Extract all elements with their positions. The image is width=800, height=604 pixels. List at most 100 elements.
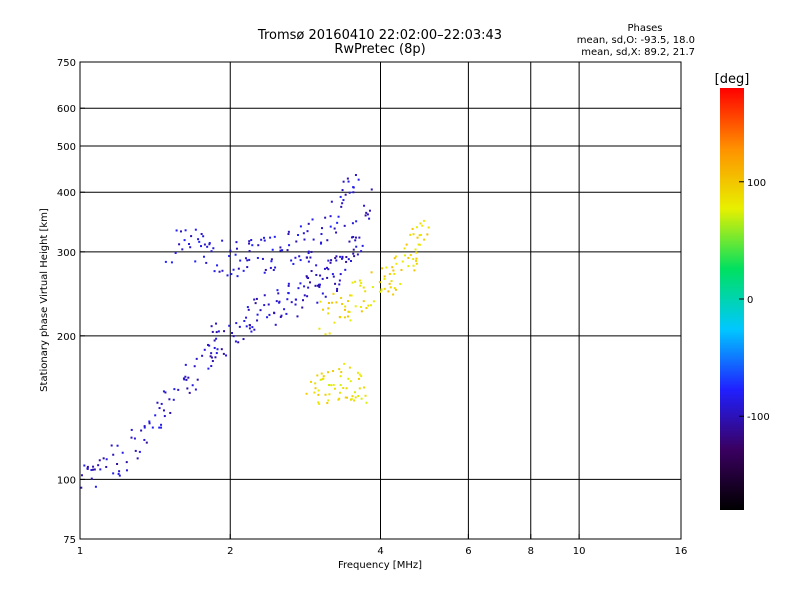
data-point-x-low: [322, 375, 325, 378]
data-point-x-trace: [381, 267, 384, 270]
data-point-o-layer-high: [261, 257, 264, 260]
data-point-o-trace: [345, 260, 348, 263]
data-point-o-layer-high: [329, 225, 332, 228]
data-point-o-trace: [336, 287, 339, 290]
data-point-o-trace: [193, 365, 196, 368]
data-point-o-trace: [158, 426, 161, 429]
data-point-x-low: [340, 371, 343, 374]
data-point-o-trace: [365, 211, 368, 214]
data-point-x-low: [349, 380, 352, 383]
data-point-o-trace: [358, 236, 361, 239]
data-point-o-layer-high: [246, 259, 249, 262]
data-point-x-low: [339, 384, 342, 387]
data-point-o-trace: [310, 270, 313, 273]
data-point-x-trace: [399, 282, 402, 285]
data-point-o-trace: [263, 304, 266, 307]
data-point-o-trace: [112, 453, 115, 456]
data-point-o-layer-high: [237, 267, 240, 270]
data-point-x-trace: [354, 280, 357, 283]
data-point-o-trace: [301, 299, 304, 302]
data-point-o-trace: [185, 378, 188, 381]
data-point-o-layer-high: [187, 243, 190, 246]
data-point-o-layer-high: [295, 240, 298, 243]
grid: [80, 62, 681, 539]
data-point-o-trace: [117, 472, 120, 475]
data-point-o-trace: [182, 377, 185, 380]
y-axis-label: Stationary phase Virtual Height [km]: [39, 208, 50, 392]
data-point-o-layer-high: [248, 242, 251, 245]
data-point-o-trace: [278, 301, 281, 304]
data-point-o-layer-high: [348, 191, 351, 194]
data-point-o-trace: [279, 315, 282, 318]
data-point-x-low: [313, 391, 316, 394]
data-point-o-layer-high: [299, 259, 302, 262]
data-point-o-layer-high: [250, 239, 253, 242]
data-point-o-trace: [344, 268, 347, 271]
data-point-o-trace: [194, 388, 197, 391]
data-point-x-trace: [390, 280, 393, 283]
data-point-x-trace: [383, 287, 386, 290]
data-point-x-low: [356, 371, 359, 374]
y-tick-750: 750: [57, 58, 76, 69]
data-point-o-layer-high: [183, 239, 186, 242]
data-point-x-trace: [338, 315, 341, 318]
data-point-o-trace: [220, 348, 223, 351]
data-point-o-layer-high: [208, 242, 211, 245]
data-point-o-trace: [348, 240, 351, 243]
data-point-o-layer-high: [248, 240, 251, 243]
data-point-o-trace: [325, 266, 328, 269]
data-point-o-trace: [187, 376, 190, 379]
data-point-o-layer-high: [178, 243, 181, 246]
data-point-x-trace: [423, 238, 426, 241]
data-point-o-layer-high: [272, 269, 275, 272]
data-point-x-trace: [348, 310, 351, 313]
data-point-x-trace: [392, 293, 395, 296]
data-point-x-trace: [415, 259, 418, 262]
data-point-o-trace: [162, 409, 165, 412]
data-point-o-trace: [306, 276, 309, 279]
data-point-x-trace: [343, 308, 346, 311]
data-point-o-trace: [256, 313, 259, 316]
data-point-o-layer-high: [212, 247, 215, 250]
data-point-o-layer-high: [235, 247, 238, 250]
data-point-x-low: [305, 392, 308, 395]
data-point-o-layer-high: [234, 253, 237, 256]
data-point-o-layer-high: [297, 233, 300, 236]
data-point-x-low: [344, 396, 347, 399]
data-point-x-trace: [393, 257, 396, 260]
data-point-o-trace: [158, 407, 161, 410]
data-point-o-trace: [210, 325, 213, 328]
data-point-o-layer-high: [257, 244, 260, 247]
data-point-o-trace: [112, 472, 115, 475]
data-point-o-trace: [172, 398, 175, 401]
data-point-o-layer-high: [329, 215, 332, 218]
data-point-x-low: [345, 387, 348, 390]
data-point-o-trace: [160, 423, 163, 426]
data-point-o-trace: [329, 261, 332, 264]
data-point-x-low: [357, 395, 360, 398]
data-point-o-trace: [92, 465, 95, 468]
data-point-o-trace: [134, 449, 137, 452]
data-point-x-trace: [360, 310, 363, 313]
data-point-o-trace: [321, 292, 324, 295]
data-point-x-low: [346, 396, 349, 399]
data-point-x-trace: [412, 264, 415, 267]
data-point-x-low: [331, 370, 334, 373]
data-point-x-trace: [412, 258, 415, 261]
data-point-o-trace: [156, 401, 159, 404]
data-point-o-trace: [263, 294, 266, 297]
data-point-o-trace: [86, 467, 89, 470]
data-point-x-low: [309, 380, 312, 383]
data-point-o-trace: [163, 415, 166, 418]
data-point-x-trace: [324, 333, 327, 336]
data-point-o-trace: [245, 316, 248, 319]
data-point-o-layer-high: [230, 273, 233, 276]
data-point-o-trace: [318, 283, 321, 286]
colorbar-tick-100: 100: [747, 178, 766, 189]
data-point-x-low: [332, 383, 335, 386]
data-point-o-trace: [336, 289, 339, 292]
data-point-o-trace: [143, 426, 146, 429]
data-point-o-trace: [321, 277, 324, 280]
data-point-o-trace: [116, 444, 119, 447]
data-point-o-trace: [296, 315, 299, 318]
